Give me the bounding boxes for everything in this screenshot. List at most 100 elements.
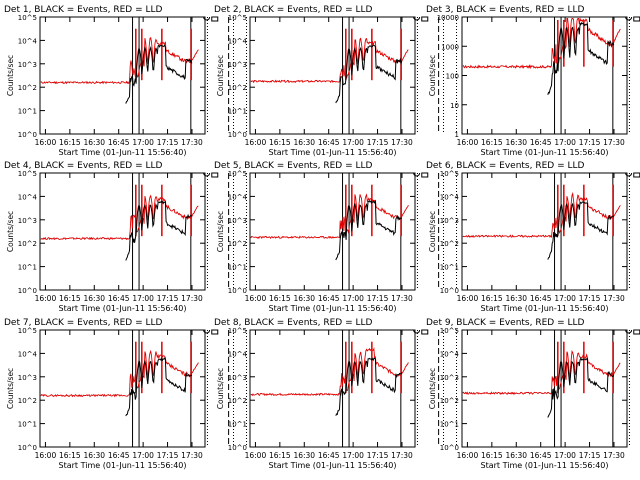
x-tick-label: 16:00 xyxy=(245,451,267,460)
plot-frame xyxy=(249,16,416,135)
x-tick-label: 16:00 xyxy=(245,138,267,147)
y-tick-label: 10^5 xyxy=(18,327,37,335)
lld-series-line xyxy=(40,194,199,241)
top-circle-marker xyxy=(625,16,633,21)
y-tick-label: 10^2 xyxy=(440,397,459,405)
top-square-marker xyxy=(421,172,429,178)
x-tick-label: 17:15 xyxy=(367,294,389,303)
x-tick-label: 17:15 xyxy=(579,451,601,460)
x-tick-label: 16:45 xyxy=(530,294,552,303)
y-tick-label: 10^5 xyxy=(18,14,37,22)
x-tick-label: 16:15 xyxy=(481,294,503,303)
y-axis-label: Counts/sec xyxy=(6,368,15,409)
x-tick-label: 17:30 xyxy=(391,451,413,460)
x-tick-label: 16:00 xyxy=(35,138,57,147)
x-tick-label: 17:30 xyxy=(603,451,625,460)
x-tick-label: 16:30 xyxy=(83,294,105,303)
y-tick-label: 10^1 xyxy=(228,108,247,116)
lld-series-line xyxy=(462,17,621,70)
x-tick-label: 16:30 xyxy=(505,138,527,147)
x-tick-label: 16:30 xyxy=(505,294,527,303)
y-tick-label: 10^1 xyxy=(228,421,247,429)
top-circle-marker xyxy=(203,172,211,177)
y-tick-label: 10^3 xyxy=(18,61,37,69)
y-tick-label: 100 xyxy=(446,73,459,81)
lld-series-line xyxy=(250,37,409,84)
plot-frame xyxy=(249,329,416,448)
lld-series-line xyxy=(250,347,409,397)
x-tick-label: 17:30 xyxy=(603,138,625,147)
y-tick-label: 10^2 xyxy=(18,84,37,92)
x-tick-label: 17:30 xyxy=(181,138,203,147)
y-tick-label: 10^1 xyxy=(440,264,459,272)
x-tick-label: 16:30 xyxy=(83,451,105,460)
plot-title: Det 6, BLACK = Events, RED = LLD xyxy=(426,161,585,171)
events-series-line xyxy=(125,356,193,417)
x-tick-label: 16:00 xyxy=(245,294,267,303)
y-tick-label: 1 xyxy=(455,131,459,139)
x-tick-label: 16:45 xyxy=(318,138,340,147)
y-tick-label: 10^2 xyxy=(440,240,459,248)
x-tick-label: 17:00 xyxy=(132,451,154,460)
events-series-line xyxy=(547,357,615,418)
y-tick-label: 10^1 xyxy=(18,421,37,429)
x-tick-label: 16:00 xyxy=(35,294,57,303)
events-series-line xyxy=(547,21,615,95)
top-square-marker xyxy=(211,329,219,335)
x-tick-label: 16:15 xyxy=(59,138,81,147)
x-tick-label: 16:45 xyxy=(318,451,340,460)
y-tick-label: 10^3 xyxy=(228,61,247,69)
x-tick-label: 16:30 xyxy=(293,138,315,147)
top-square-marker xyxy=(633,329,640,335)
x-tick-label: 16:15 xyxy=(59,294,81,303)
y-tick-label: 10^3 xyxy=(18,374,37,382)
x-tick-label: 16:45 xyxy=(108,451,130,460)
x-tick-label: 16:30 xyxy=(293,451,315,460)
y-tick-label: 10^1 xyxy=(18,108,37,116)
x-tick-label: 17:30 xyxy=(603,294,625,303)
x-tick-label: 17:00 xyxy=(554,294,576,303)
top-square-marker xyxy=(421,329,429,335)
plot-title: Det 5, BLACK = Events, RED = LLD xyxy=(214,161,373,171)
top-square-marker xyxy=(421,16,429,22)
y-tick-label: 10^5 xyxy=(228,14,247,22)
x-tick-label: 16:00 xyxy=(457,294,479,303)
y-tick-label: 10^3 xyxy=(18,217,37,225)
x-tick-label: 16:15 xyxy=(481,451,503,460)
y-tick-label: 10^0 xyxy=(18,287,37,295)
y-tick-label: 10^2 xyxy=(228,84,247,92)
events-series-line xyxy=(125,44,193,104)
y-tick-label: 10^5 xyxy=(18,170,37,178)
y-tick-label: 10^2 xyxy=(18,240,37,248)
lld-series-line xyxy=(40,349,199,398)
x-tick-label: 17:15 xyxy=(579,294,601,303)
plot-frame xyxy=(249,172,416,291)
plot-title: Det 8, BLACK = Events, RED = LLD xyxy=(214,318,373,328)
x-tick-label: 16:15 xyxy=(269,138,291,147)
y-tick-label: 10^0 xyxy=(228,444,247,452)
x-tick-label: 17:00 xyxy=(554,138,576,147)
top-circle-marker xyxy=(413,329,421,334)
x-tick-label: 16:45 xyxy=(530,138,552,147)
x-tick-label: 17:00 xyxy=(342,451,364,460)
y-tick-label: 10^4 xyxy=(440,193,460,201)
plot-frame xyxy=(39,329,206,448)
x-tick-label: 16:45 xyxy=(318,294,340,303)
x-tick-label: 17:15 xyxy=(157,138,179,147)
y-tick-label: 10^4 xyxy=(228,193,248,201)
x-axis-label: Start Time (01-Jun-11 15:56:40) xyxy=(481,304,609,313)
x-tick-label: 16:00 xyxy=(35,451,57,460)
y-tick-label: 10^1 xyxy=(440,421,459,429)
x-tick-label: 16:00 xyxy=(457,451,479,460)
y-axis-label: Counts/sec xyxy=(6,55,15,96)
events-series-line xyxy=(547,201,614,260)
x-tick-label: 16:45 xyxy=(108,138,130,147)
x-axis-label: Start Time (01-Jun-11 15:56:40) xyxy=(269,148,397,157)
detector-plot-6: Det 6, BLACK = Events, RED = LLD 10^0 10^1… xyxy=(426,161,640,313)
plot-title: Det 2, BLACK = Events, RED = LLD xyxy=(214,5,373,15)
y-tick-label: 10^3 xyxy=(440,374,459,382)
x-tick-label: 17:00 xyxy=(342,294,364,303)
top-square-marker xyxy=(633,172,640,178)
x-tick-label: 17:15 xyxy=(367,138,389,147)
x-tick-label: 17:30 xyxy=(391,138,413,147)
